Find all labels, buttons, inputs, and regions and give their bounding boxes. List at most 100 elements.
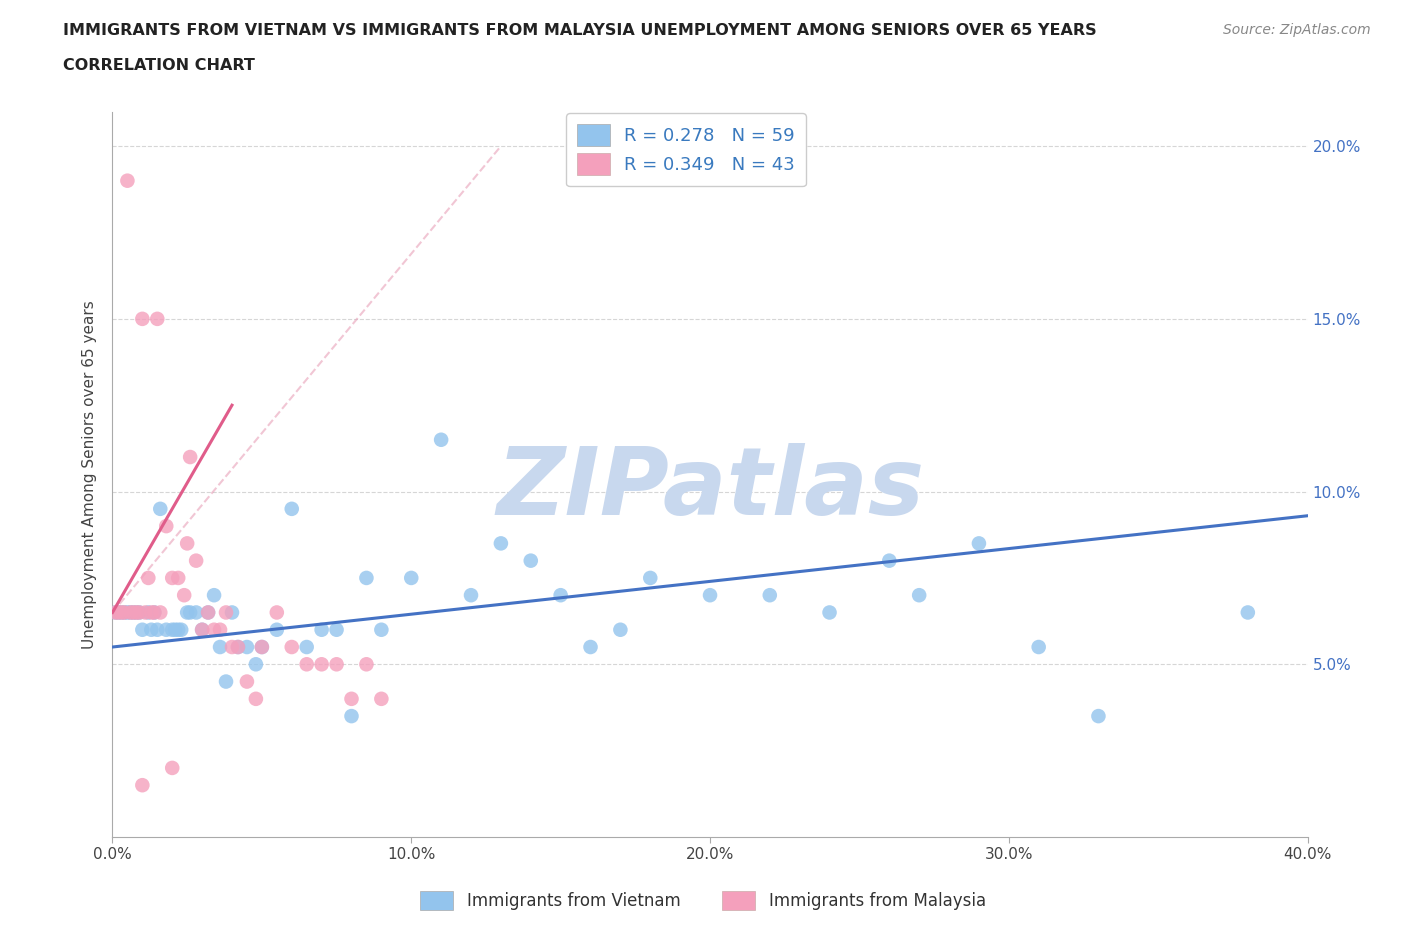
Point <box>311 622 333 637</box>
Point <box>107 605 129 620</box>
Point <box>281 640 304 655</box>
Point <box>165 622 187 637</box>
Point <box>430 432 453 447</box>
Text: Source: ZipAtlas.com: Source: ZipAtlas.com <box>1223 23 1371 37</box>
Point <box>215 605 238 620</box>
Point <box>908 588 931 603</box>
Point <box>520 553 543 568</box>
Point <box>967 536 990 551</box>
Point <box>128 605 150 620</box>
Point <box>179 605 201 620</box>
Point <box>122 605 145 620</box>
Point <box>162 761 183 776</box>
Point <box>162 622 183 637</box>
Legend: R = 0.278   N = 59, R = 0.349   N = 43: R = 0.278 N = 59, R = 0.349 N = 43 <box>567 113 806 186</box>
Point <box>215 674 238 689</box>
Point <box>149 605 172 620</box>
Point <box>114 605 135 620</box>
Point <box>186 553 208 568</box>
Point <box>143 605 166 620</box>
Point <box>221 605 243 620</box>
Text: ZIPatlas: ZIPatlas <box>496 443 924 535</box>
Point <box>1237 605 1260 620</box>
Point <box>197 605 219 620</box>
Point <box>1087 709 1109 724</box>
Y-axis label: Unemployment Among Seniors over 65 years: Unemployment Among Seniors over 65 years <box>82 300 97 649</box>
Point <box>460 588 482 603</box>
Point <box>209 640 232 655</box>
Point <box>356 570 378 585</box>
Point <box>325 622 347 637</box>
Point <box>162 570 183 585</box>
Point <box>167 622 190 637</box>
Point <box>146 622 169 637</box>
Point <box>186 605 208 620</box>
Point <box>489 536 512 551</box>
Point <box>236 640 259 655</box>
Point <box>879 553 901 568</box>
Point <box>340 691 363 706</box>
Point <box>104 605 127 620</box>
Point <box>250 640 273 655</box>
Point <box>138 605 160 620</box>
Point <box>146 312 169 326</box>
Point <box>609 622 631 637</box>
Point <box>128 605 150 620</box>
Point <box>295 657 318 671</box>
Point <box>266 605 288 620</box>
Point <box>131 622 153 637</box>
Point <box>170 622 193 637</box>
Point <box>295 640 318 655</box>
Point <box>114 605 135 620</box>
Point <box>122 605 145 620</box>
Point <box>125 605 148 620</box>
Point <box>202 622 225 637</box>
Point <box>245 691 267 706</box>
Point <box>125 605 148 620</box>
Point <box>131 777 153 792</box>
Point <box>131 312 153 326</box>
Point <box>191 622 214 637</box>
Point <box>311 657 333 671</box>
Point <box>155 519 177 534</box>
Point <box>245 657 267 671</box>
Point <box>110 605 132 620</box>
Point <box>221 640 243 655</box>
Point <box>141 605 163 620</box>
Point <box>104 605 127 620</box>
Point <box>550 588 572 603</box>
Point <box>117 173 139 188</box>
Point <box>202 588 225 603</box>
Point <box>110 605 132 620</box>
Point <box>176 605 198 620</box>
Legend: Immigrants from Vietnam, Immigrants from Malaysia: Immigrants from Vietnam, Immigrants from… <box>413 884 993 917</box>
Point <box>143 605 166 620</box>
Point <box>356 657 378 671</box>
Point <box>120 605 142 620</box>
Point <box>197 605 219 620</box>
Text: CORRELATION CHART: CORRELATION CHART <box>63 58 254 73</box>
Point <box>120 605 142 620</box>
Point <box>191 622 214 637</box>
Point <box>370 622 392 637</box>
Point <box>579 640 602 655</box>
Point <box>640 570 662 585</box>
Point <box>149 501 172 516</box>
Point <box>325 657 347 671</box>
Point <box>401 570 423 585</box>
Point <box>134 605 156 620</box>
Point <box>138 570 160 585</box>
Point <box>155 622 177 637</box>
Point <box>176 536 198 551</box>
Point <box>141 622 163 637</box>
Point <box>250 640 273 655</box>
Point <box>370 691 392 706</box>
Point <box>209 622 232 637</box>
Point <box>818 605 841 620</box>
Point <box>117 605 139 620</box>
Point <box>281 501 304 516</box>
Point <box>266 622 288 637</box>
Point <box>1028 640 1050 655</box>
Point <box>340 709 363 724</box>
Point <box>699 588 721 603</box>
